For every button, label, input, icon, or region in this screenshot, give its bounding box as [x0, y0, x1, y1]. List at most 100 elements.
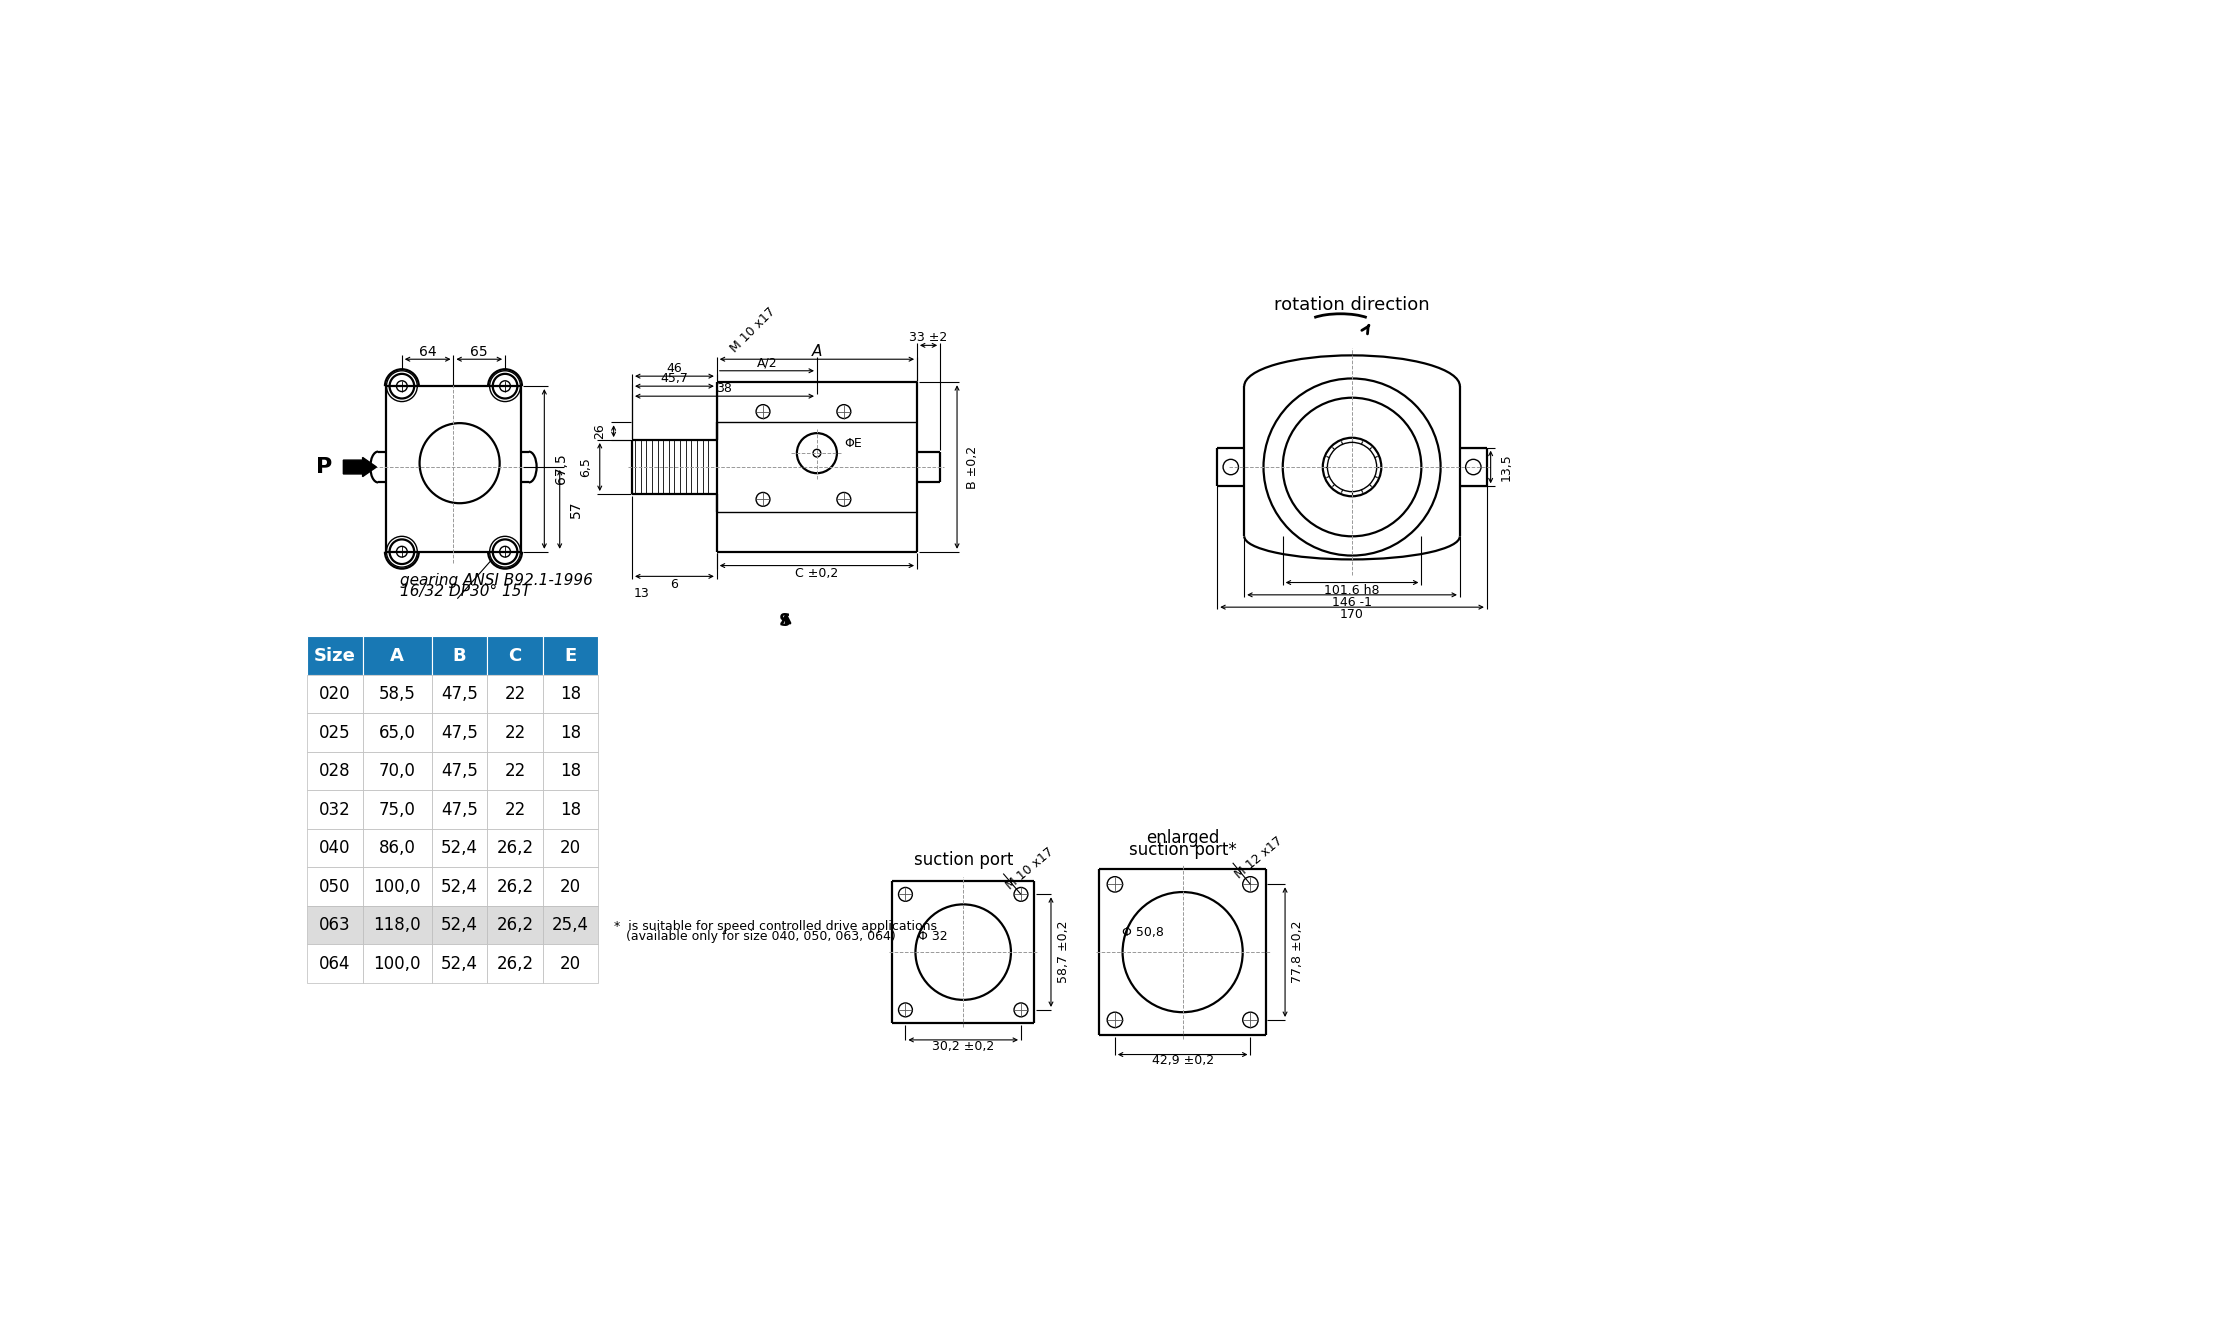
Text: rotation direction: rotation direction	[1275, 296, 1429, 314]
Text: 75,0: 75,0	[379, 800, 417, 819]
Text: 13: 13	[634, 587, 650, 599]
Text: 101.6 h8: 101.6 h8	[1324, 583, 1380, 597]
Bar	[307, 945, 363, 983]
Text: 65: 65	[470, 344, 488, 359]
Text: 26,2: 26,2	[497, 878, 533, 895]
Text: 13,5: 13,5	[1501, 454, 1512, 480]
Text: 65,0: 65,0	[379, 724, 417, 741]
Bar	[363, 867, 432, 906]
Text: ΦE: ΦE	[844, 438, 862, 451]
Text: 063: 063	[318, 917, 352, 934]
Text: 146 -1: 146 -1	[1333, 595, 1373, 609]
Text: 52,4: 52,4	[441, 955, 477, 973]
Bar	[488, 906, 542, 945]
Text: *  is suitable for speed controlled drive applications: * is suitable for speed controlled drive…	[614, 919, 936, 933]
Text: 26,2: 26,2	[497, 839, 533, 858]
Text: B ±0,2: B ±0,2	[965, 446, 979, 488]
Text: (available only for size 040, 050, 063, 064): (available only for size 040, 050, 063, …	[614, 930, 896, 943]
Bar	[542, 674, 598, 713]
Text: 025: 025	[318, 724, 352, 741]
Text: 47,5: 47,5	[441, 685, 477, 704]
Bar	[542, 830, 598, 867]
Bar	[432, 791, 488, 830]
Text: 58,5: 58,5	[379, 685, 417, 704]
Bar	[542, 867, 598, 906]
Text: 70,0: 70,0	[379, 763, 417, 780]
Bar	[488, 674, 542, 713]
Bar	[542, 752, 598, 791]
Text: 20: 20	[560, 878, 580, 895]
Bar	[488, 752, 542, 791]
Bar	[432, 906, 488, 945]
Bar	[363, 752, 432, 791]
Text: 30,2 ±0,2: 30,2 ±0,2	[932, 1040, 995, 1053]
Text: Φ 50,8: Φ 50,8	[1122, 926, 1163, 939]
Text: M 10 x17: M 10 x17	[728, 305, 780, 355]
Text: 6,5: 6,5	[580, 458, 591, 476]
Text: 050: 050	[318, 878, 352, 895]
Text: 52,4: 52,4	[441, 878, 477, 895]
Text: 16/32 DP30° 15T: 16/32 DP30° 15T	[399, 583, 531, 598]
Text: S: S	[780, 611, 791, 630]
Bar	[432, 752, 488, 791]
Bar	[542, 906, 598, 945]
Text: 45,7: 45,7	[661, 372, 688, 385]
Text: 47,5: 47,5	[441, 724, 477, 741]
Text: 67,5: 67,5	[553, 454, 567, 484]
Bar	[432, 713, 488, 752]
Bar	[363, 674, 432, 713]
Bar	[488, 830, 542, 867]
Bar	[307, 674, 363, 713]
Text: C: C	[508, 646, 522, 665]
Bar	[363, 830, 432, 867]
Text: 86,0: 86,0	[379, 839, 417, 858]
Text: M 12 x17: M 12 x17	[1232, 835, 1286, 882]
Bar	[542, 637, 598, 674]
Bar	[307, 906, 363, 945]
Text: Size: Size	[314, 646, 356, 665]
Text: 77,8 ±0,2: 77,8 ±0,2	[1290, 921, 1304, 983]
Text: 42,9 ±0,2: 42,9 ±0,2	[1151, 1054, 1214, 1068]
Text: A: A	[811, 344, 822, 359]
Text: A: A	[390, 646, 403, 665]
Bar	[488, 713, 542, 752]
Text: suction port*: suction port*	[1129, 840, 1236, 859]
Text: 52,4: 52,4	[441, 917, 477, 934]
Bar	[363, 713, 432, 752]
Text: 57: 57	[569, 500, 582, 518]
Bar	[307, 637, 363, 674]
Text: 20: 20	[560, 839, 580, 858]
Text: E: E	[564, 646, 576, 665]
Text: B: B	[452, 646, 466, 665]
Text: 100,0: 100,0	[374, 878, 421, 895]
Text: 020: 020	[318, 685, 352, 704]
Bar	[363, 906, 432, 945]
Text: 18: 18	[560, 800, 580, 819]
Bar	[488, 945, 542, 983]
Text: 18: 18	[560, 685, 580, 704]
Text: 38: 38	[717, 381, 732, 395]
Bar	[432, 674, 488, 713]
Bar	[363, 791, 432, 830]
Bar	[307, 713, 363, 752]
Text: 064: 064	[318, 955, 352, 973]
Text: 22: 22	[504, 763, 526, 780]
Text: 26,2: 26,2	[497, 917, 533, 934]
Text: 170: 170	[1340, 609, 1364, 621]
Bar	[432, 830, 488, 867]
Text: 26,2: 26,2	[497, 955, 533, 973]
Bar	[432, 867, 488, 906]
Bar	[307, 867, 363, 906]
Bar	[307, 830, 363, 867]
Bar	[542, 945, 598, 983]
Text: 64: 64	[419, 344, 437, 359]
Text: 18: 18	[560, 724, 580, 741]
Bar	[432, 945, 488, 983]
Text: 26: 26	[594, 423, 605, 439]
Text: gearing ANSI B92.1-1996: gearing ANSI B92.1-1996	[399, 573, 591, 587]
Text: 47,5: 47,5	[441, 763, 477, 780]
Text: 040: 040	[318, 839, 352, 858]
Bar	[307, 791, 363, 830]
Text: enlarged: enlarged	[1147, 830, 1219, 847]
Text: M 10 x17: M 10 x17	[1004, 846, 1055, 892]
